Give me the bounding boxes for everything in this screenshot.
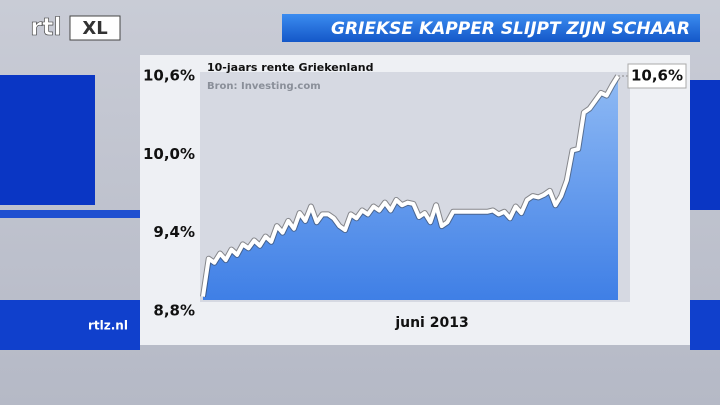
stripe (0, 300, 140, 350)
title-bar (282, 14, 700, 42)
line (201, 74, 620, 297)
logo-badge: XL (82, 18, 107, 39)
y-tick-label: 9,4% (153, 223, 195, 241)
stripe (0, 210, 140, 218)
stripe (0, 75, 95, 205)
stripe (690, 300, 720, 350)
value-label: 10,6% (631, 67, 683, 85)
y-tick-label: 8,8% (153, 302, 195, 320)
logo-text: rtl (30, 13, 62, 41)
x-axis-label: juni 2013 (394, 315, 468, 331)
value-label-box (627, 63, 687, 89)
chart-subtitle: 10-jaars rente Griekenland (207, 61, 373, 74)
footer: rtlz.nl (88, 319, 128, 333)
y-tick-label: 10,0% (143, 145, 195, 163)
logo-badge-box (69, 15, 121, 41)
chart-title: GRIEKSE KAPPER SLIJPT ZIJN SCHAAR (331, 19, 690, 39)
y-tick-label: 10,6% (143, 67, 195, 85)
area (203, 76, 618, 300)
stripe (690, 80, 720, 210)
source: Bron: Investing.com (207, 81, 321, 92)
